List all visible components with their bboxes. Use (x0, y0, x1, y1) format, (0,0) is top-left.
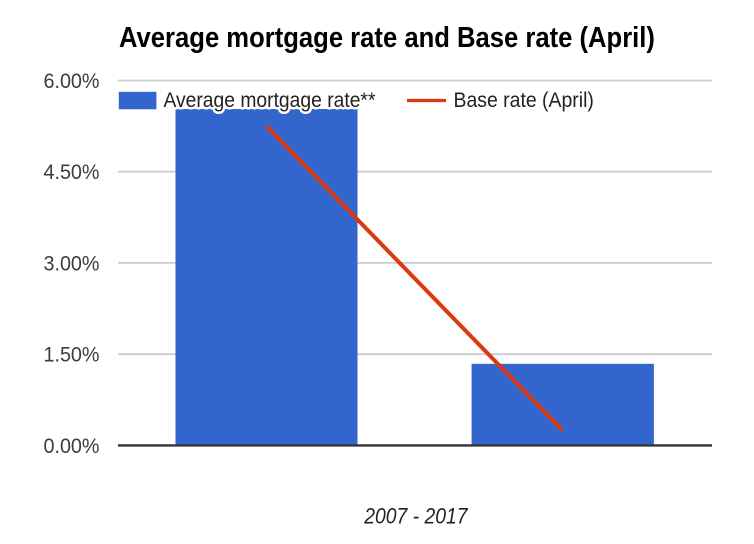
svg-text:0.00%: 0.00% (43, 434, 99, 458)
svg-text:6.00%: 6.00% (43, 69, 99, 93)
svg-text:3.00%: 3.00% (43, 252, 99, 276)
svg-text:Base rate (April): Base rate (April) (454, 89, 594, 112)
svg-text:Average mortgage rate and Base: Average mortgage rate and Base rate (Apr… (119, 20, 655, 53)
svg-text:1.50%: 1.50% (43, 343, 99, 367)
svg-text:2007 - 2017: 2007 - 2017 (363, 504, 469, 528)
svg-text:4.50%: 4.50% (43, 160, 99, 184)
svg-text:Average mortgage rate**: Average mortgage rate** (164, 89, 376, 112)
